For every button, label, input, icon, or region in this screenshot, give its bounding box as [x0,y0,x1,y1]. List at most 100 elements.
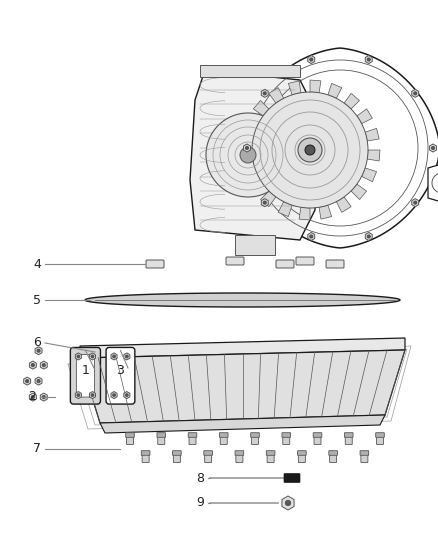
Polygon shape [299,207,310,220]
FancyBboxPatch shape [173,451,181,455]
FancyBboxPatch shape [298,454,305,463]
FancyBboxPatch shape [173,454,180,463]
Circle shape [431,147,434,149]
Text: 8: 8 [196,472,204,484]
FancyBboxPatch shape [344,433,353,437]
Polygon shape [308,232,315,240]
Text: 2: 2 [28,391,36,403]
FancyBboxPatch shape [71,348,100,404]
FancyBboxPatch shape [142,454,149,463]
Polygon shape [40,393,47,401]
Text: 6: 6 [33,336,41,350]
FancyBboxPatch shape [377,435,384,445]
FancyBboxPatch shape [219,433,228,437]
Circle shape [32,364,34,367]
Polygon shape [428,163,438,203]
FancyBboxPatch shape [360,451,369,455]
Text: 7: 7 [33,442,41,456]
Polygon shape [310,80,321,93]
Circle shape [263,92,266,95]
Polygon shape [35,346,42,355]
Polygon shape [269,87,284,103]
Text: 5: 5 [33,294,41,306]
FancyBboxPatch shape [189,435,196,445]
Polygon shape [89,353,95,360]
FancyBboxPatch shape [313,433,322,437]
Circle shape [310,58,313,61]
Text: 3: 3 [116,364,124,376]
Polygon shape [89,392,95,399]
FancyBboxPatch shape [282,433,290,437]
FancyBboxPatch shape [361,454,368,463]
FancyBboxPatch shape [267,454,274,463]
FancyBboxPatch shape [235,235,275,255]
Circle shape [26,379,28,383]
Circle shape [113,394,115,397]
Circle shape [414,92,417,95]
FancyBboxPatch shape [157,433,166,437]
FancyBboxPatch shape [297,451,306,455]
FancyBboxPatch shape [146,260,164,268]
FancyBboxPatch shape [106,348,135,404]
FancyBboxPatch shape [200,65,300,77]
Polygon shape [365,55,372,63]
Circle shape [42,395,45,399]
Polygon shape [244,118,258,132]
Polygon shape [367,150,380,161]
Circle shape [286,500,290,505]
Circle shape [367,58,370,61]
Circle shape [252,92,368,208]
FancyBboxPatch shape [266,451,275,455]
Polygon shape [75,392,81,399]
FancyBboxPatch shape [251,435,258,445]
Polygon shape [365,128,379,141]
Polygon shape [282,496,294,510]
Polygon shape [412,90,419,98]
Polygon shape [40,361,47,369]
Polygon shape [365,232,372,240]
Polygon shape [244,144,251,152]
Circle shape [37,379,40,383]
Polygon shape [362,168,377,182]
Polygon shape [261,199,268,207]
Polygon shape [278,201,292,216]
Circle shape [414,201,417,204]
Polygon shape [240,48,438,248]
Circle shape [37,349,40,352]
Polygon shape [190,70,320,240]
Polygon shape [75,353,81,360]
Polygon shape [351,184,367,199]
Polygon shape [357,109,372,124]
Polygon shape [247,176,263,191]
Polygon shape [124,392,130,399]
FancyBboxPatch shape [226,257,244,265]
FancyBboxPatch shape [376,433,384,437]
Circle shape [91,394,94,397]
FancyBboxPatch shape [126,433,134,437]
Polygon shape [319,205,332,219]
Text: 9: 9 [196,497,204,510]
FancyBboxPatch shape [345,435,352,445]
Polygon shape [24,377,31,385]
Polygon shape [80,350,405,423]
Circle shape [126,394,128,397]
Polygon shape [29,393,36,401]
Polygon shape [336,197,351,212]
FancyBboxPatch shape [141,451,150,455]
Circle shape [126,355,128,358]
Polygon shape [241,159,255,172]
FancyBboxPatch shape [76,354,95,397]
Polygon shape [344,93,360,109]
Polygon shape [328,84,342,98]
Polygon shape [261,90,268,98]
FancyBboxPatch shape [188,433,197,437]
Circle shape [77,355,80,358]
Polygon shape [261,191,276,207]
Circle shape [246,147,248,149]
Circle shape [113,355,115,358]
FancyBboxPatch shape [127,435,134,445]
Polygon shape [111,392,117,399]
Polygon shape [100,415,385,433]
Circle shape [42,364,45,367]
FancyBboxPatch shape [296,257,314,265]
